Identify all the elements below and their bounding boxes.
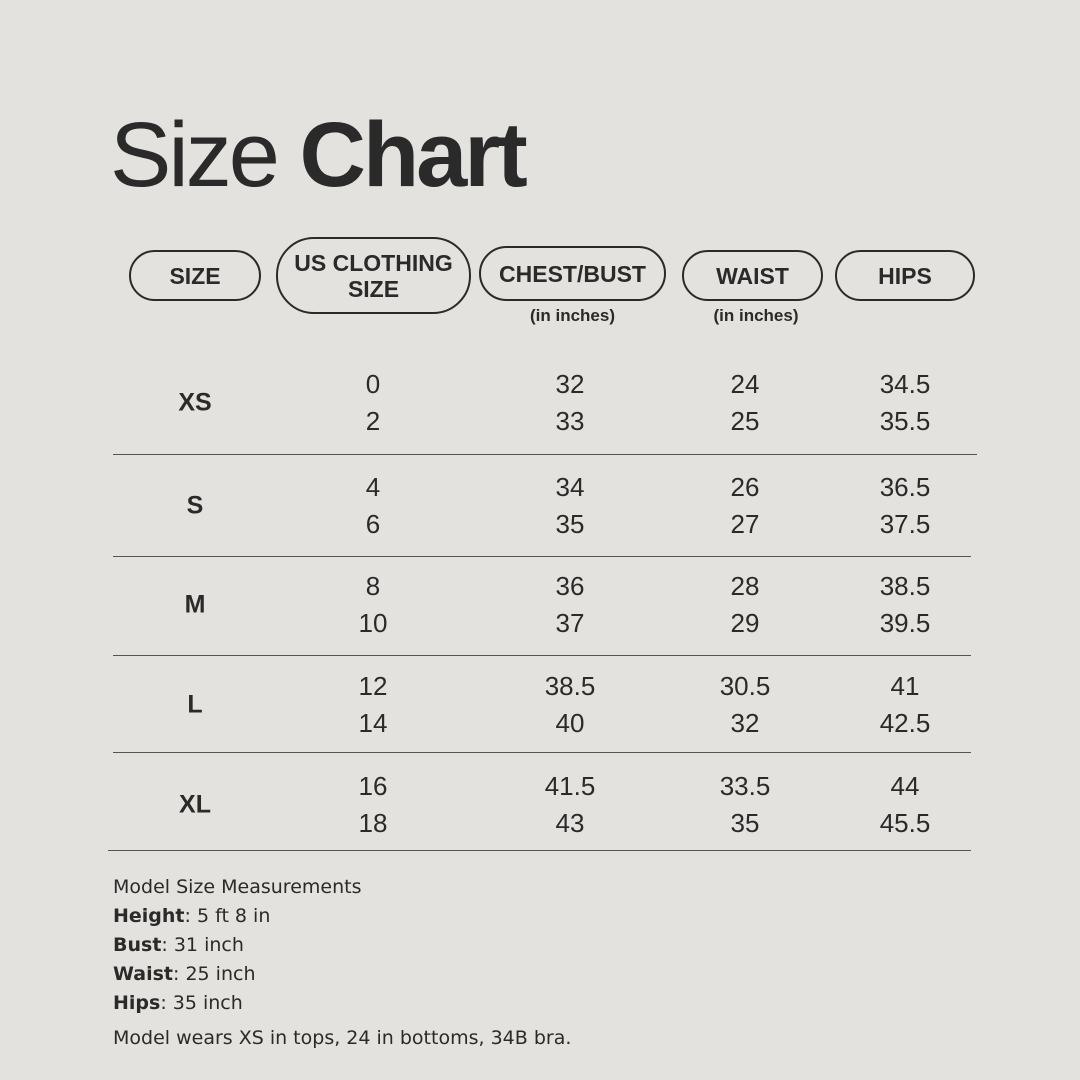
waist-value: 28 [730, 571, 760, 601]
us-value: 4 [365, 472, 381, 502]
size-label: M [184, 590, 206, 619]
row-divider [113, 752, 971, 753]
waist-value: 30.5 [719, 671, 771, 701]
hips-value: 39.5 [879, 608, 931, 638]
waist-value: 25 [730, 406, 760, 436]
chest-cell: 34 35 [556, 469, 585, 543]
waist-value: 26 [730, 472, 760, 502]
hips-value: 37.5 [879, 509, 931, 539]
hips-value: 44 [890, 771, 920, 801]
chest-cell: 32 33 [556, 366, 585, 440]
hips-value: 35.5 [879, 406, 931, 436]
row-divider [113, 454, 977, 455]
hips-value: 34.5 [879, 369, 931, 399]
row-divider [113, 655, 971, 656]
waist-cell: 30.5 32 [720, 668, 771, 742]
size-label: S [186, 491, 204, 520]
model-hips: Hips: 35 inch [113, 989, 571, 1018]
waist-value: 29 [730, 608, 760, 638]
chest-cell: 36 37 [556, 568, 585, 642]
us-value: 6 [365, 509, 381, 539]
hips-cell: 38.5 39.5 [880, 568, 931, 642]
chest-unit-note: (in inches) [529, 306, 615, 325]
waist-unit-note: (in inches) [713, 306, 799, 325]
chest-value: 40 [555, 708, 585, 738]
header-size: SIZE [129, 250, 261, 301]
bust-label: Bust [113, 934, 162, 956]
us-value: 12 [358, 671, 388, 701]
bust-value: : 31 inch [161, 934, 244, 956]
hips-cell: 36.5 37.5 [880, 469, 931, 543]
waist-value: 24 [730, 369, 760, 399]
waist-cell: 26 27 [731, 469, 760, 543]
height-value: : 5 ft 8 in [184, 905, 271, 927]
header-us-clothing-size: US CLOTHING SIZE [276, 237, 471, 314]
hips-cell: 41 42.5 [880, 668, 931, 742]
us-value: 14 [358, 708, 388, 738]
model-waist: Waist: 25 inch [113, 960, 571, 989]
model-bust: Bust: 31 inch [113, 931, 571, 960]
chest-cell: 38.5 40 [545, 668, 596, 742]
header-waist: WAIST [682, 250, 823, 301]
row-divider [113, 556, 971, 557]
height-label: Height [113, 905, 185, 927]
header-hips: HIPS [835, 250, 975, 301]
chest-value: 35 [555, 509, 585, 539]
header-chest-bust: CHEST/BUST [479, 246, 666, 301]
us-cell: 16 18 [359, 768, 388, 842]
chest-value: 41.5 [544, 771, 596, 801]
chest-value: 34 [555, 472, 585, 502]
chest-value: 37 [555, 608, 585, 638]
hips-value: : 35 inch [160, 992, 243, 1014]
title-bold: Chart [299, 104, 528, 206]
size-label: L [187, 690, 203, 719]
chest-value: 43 [555, 808, 585, 838]
chest-cell: 41.5 43 [545, 768, 596, 842]
waist-label: Waist [113, 963, 174, 985]
us-value: 18 [358, 808, 388, 838]
hips-value: 42.5 [879, 708, 931, 738]
hips-cell: 44 45.5 [880, 768, 931, 842]
waist-value: 27 [730, 509, 760, 539]
chest-value: 36 [555, 571, 585, 601]
chest-value: 33 [555, 406, 585, 436]
waist-cell: 28 29 [731, 568, 760, 642]
chest-value: 38.5 [544, 671, 596, 701]
us-cell: 8 10 [359, 568, 388, 642]
us-value: 8 [365, 571, 381, 601]
waist-value: 33.5 [719, 771, 771, 801]
waist-cell: 24 25 [731, 366, 760, 440]
us-value: 10 [358, 608, 388, 638]
row-divider [108, 850, 971, 851]
us-cell: 12 14 [359, 668, 388, 742]
page-title: Size Chart [110, 100, 528, 210]
model-height: Height: 5 ft 8 in [113, 902, 571, 931]
us-value: 2 [365, 406, 381, 436]
hips-value: 38.5 [879, 571, 931, 601]
chest-value: 32 [555, 369, 585, 399]
us-value: 0 [365, 369, 381, 399]
hips-cell: 34.5 35.5 [880, 366, 931, 440]
hips-value: 36.5 [879, 472, 931, 502]
waist-value: 35 [730, 808, 760, 838]
hips-value: 41 [890, 671, 920, 701]
us-value: 16 [358, 771, 388, 801]
waist-value: 32 [730, 708, 760, 738]
hips-label: Hips [113, 992, 161, 1014]
model-note: Model wears XS in tops, 24 in bottoms, 3… [113, 1027, 572, 1049]
waist-cell: 33.5 35 [720, 768, 771, 842]
size-label: XL [179, 790, 211, 819]
model-measurements: Model Size Measurements Height: 5 ft 8 i… [113, 873, 571, 1053]
hips-value: 45.5 [879, 808, 931, 838]
waist-value: : 25 inch [173, 963, 256, 985]
title-light: Size [110, 104, 280, 206]
model-heading: Model Size Measurements [113, 876, 362, 898]
size-label: XS [178, 388, 212, 417]
